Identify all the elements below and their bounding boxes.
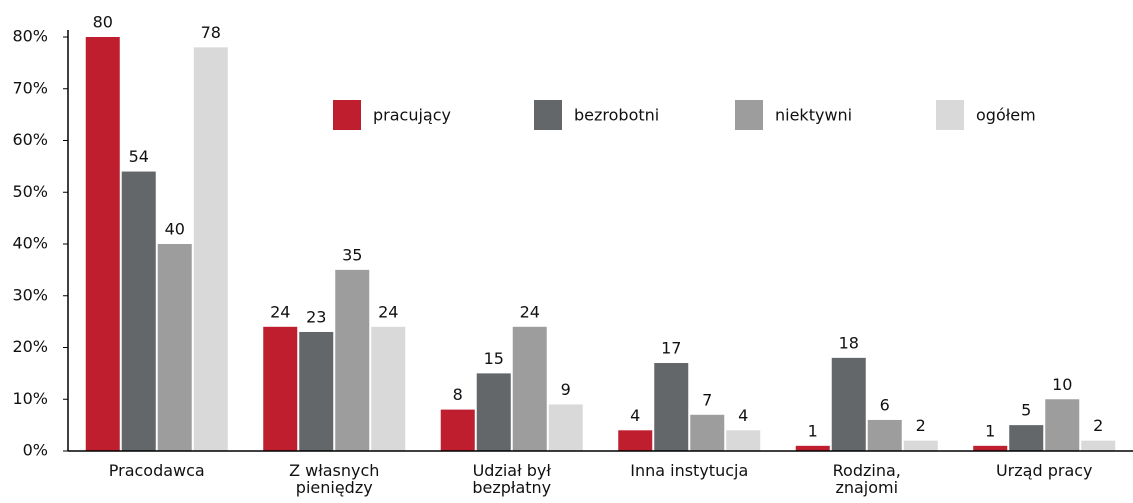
- bar: [903, 440, 938, 451]
- data-label: 2: [1093, 416, 1103, 435]
- bar: [476, 373, 511, 451]
- legend-label: bezrobotni: [574, 106, 659, 125]
- y-tick-label: 70%: [12, 78, 48, 97]
- bar: [1009, 425, 1044, 451]
- data-label: 5: [1021, 401, 1031, 420]
- y-tick-label: 80%: [12, 27, 48, 46]
- x-tick-label: Udział był bezpłatny: [472, 461, 552, 497]
- legend-label: pracujący: [373, 106, 451, 125]
- data-label: 15: [484, 349, 504, 368]
- data-label: 6: [880, 395, 890, 414]
- data-label: 54: [129, 147, 149, 166]
- bar: [1045, 399, 1080, 451]
- y-tick-label: 40%: [12, 234, 48, 253]
- data-label: 17: [661, 339, 681, 358]
- bar: [512, 326, 547, 451]
- y-tick-label: 0%: [23, 441, 48, 460]
- bar: [263, 326, 298, 451]
- bar: [867, 419, 902, 451]
- x-tick-label: Inna instytucja: [630, 461, 749, 480]
- bar: [335, 269, 370, 451]
- y-tick-label: 50%: [12, 182, 48, 201]
- data-label: 24: [520, 302, 540, 321]
- data-label: 24: [378, 302, 398, 321]
- bar: [726, 430, 761, 451]
- data-label: 2: [916, 416, 926, 435]
- bar: [973, 445, 1008, 451]
- y-tick-label: 10%: [12, 389, 48, 408]
- bar: [1081, 440, 1116, 451]
- bar: [371, 326, 406, 451]
- legend-swatch: [534, 100, 562, 130]
- legend-label: ogółem: [976, 106, 1036, 125]
- data-label: 10: [1052, 375, 1072, 394]
- legend-swatch: [333, 100, 361, 130]
- bar: [299, 331, 334, 451]
- x-tick-label: Urząd pracy: [995, 461, 1093, 480]
- legend-swatch: [735, 100, 763, 130]
- legend-swatch: [936, 100, 964, 130]
- bar: [548, 404, 583, 451]
- y-tick-label: 60%: [12, 130, 48, 149]
- data-label: 78: [201, 23, 221, 42]
- x-tick-label: Pracodawca: [108, 461, 205, 480]
- data-label: 23: [306, 307, 326, 326]
- y-tick-label: 30%: [12, 285, 48, 304]
- bar: [690, 414, 725, 451]
- data-label: 4: [738, 406, 748, 425]
- data-label: 1: [808, 421, 818, 440]
- bar: [440, 409, 475, 451]
- data-label: 7: [702, 390, 712, 409]
- data-label: 80: [93, 13, 113, 32]
- legend-label: niektywni: [775, 106, 852, 125]
- data-label: 40: [165, 220, 185, 239]
- bar: [121, 171, 156, 452]
- data-label: 1: [985, 421, 995, 440]
- y-tick-label: 20%: [12, 337, 48, 356]
- data-label: 18: [839, 333, 859, 352]
- bar: [831, 357, 866, 451]
- data-label: 24: [270, 302, 290, 321]
- x-tick-label: Rodzina, znajomi: [832, 461, 901, 497]
- bar: [85, 37, 120, 451]
- data-label: 35: [342, 245, 362, 264]
- bar: [654, 363, 689, 451]
- bar: [795, 445, 830, 451]
- data-label: 8: [453, 385, 463, 404]
- bar: [157, 244, 192, 451]
- data-label: 9: [561, 380, 571, 399]
- bar: [193, 47, 228, 451]
- x-tick-label: Z własnych pieniędzy: [289, 461, 380, 497]
- data-label: 4: [630, 406, 640, 425]
- bar: [618, 430, 653, 451]
